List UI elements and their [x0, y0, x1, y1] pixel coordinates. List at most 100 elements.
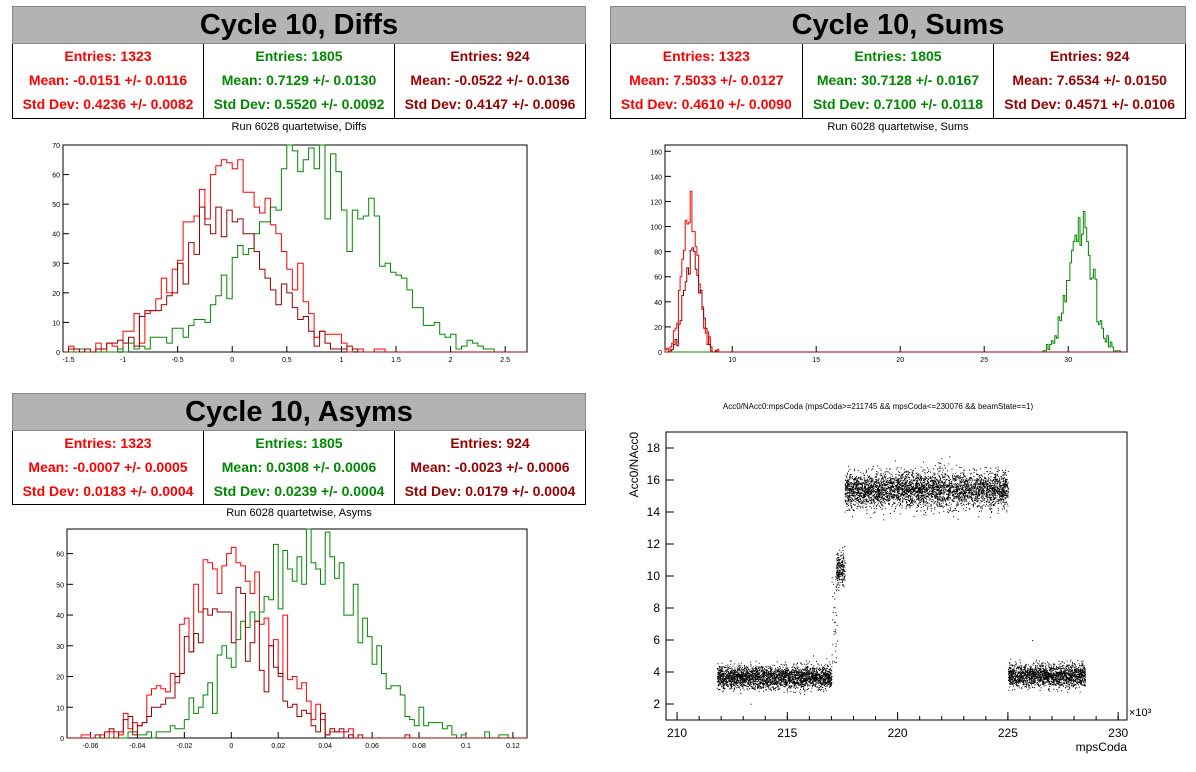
scatter-point	[771, 686, 773, 688]
scatter-point	[814, 679, 816, 681]
scatter-point	[919, 495, 921, 497]
scatter-point	[768, 685, 770, 687]
scatter-point	[722, 666, 724, 668]
scatter-point	[733, 681, 735, 683]
scatter-point	[755, 671, 757, 672]
scatter-point	[763, 677, 765, 679]
scatter-point	[781, 678, 783, 680]
scatter-point	[923, 461, 924, 463]
scatter-point	[765, 666, 767, 668]
scatter-point	[882, 494, 884, 496]
scatter-point	[965, 480, 967, 482]
scatter-point	[731, 684, 733, 686]
scatter-point	[779, 682, 781, 684]
scatter-point	[865, 480, 867, 482]
scatter-point	[879, 484, 881, 486]
scatter-point	[877, 490, 879, 492]
scatter-point	[760, 670, 762, 672]
scatter-point	[782, 666, 784, 668]
scatter-point	[744, 680, 746, 682]
scatter-point	[748, 686, 750, 688]
scatter-point	[980, 481, 982, 483]
scatter-point	[791, 674, 793, 676]
scatter-point	[964, 481, 966, 483]
scatter-point	[770, 684, 772, 686]
scatter-point	[769, 675, 771, 677]
scatter-point	[819, 689, 821, 690]
scatter-point	[899, 483, 901, 485]
scatter-point	[907, 470, 909, 472]
scatter-point	[863, 487, 865, 489]
scatter-point	[743, 670, 745, 672]
scatter-point	[776, 676, 778, 678]
scatter-point	[720, 680, 722, 682]
scatter-point	[933, 468, 935, 470]
scatter-point	[805, 689, 807, 691]
scatter-point	[759, 682, 761, 684]
scatter-point	[739, 677, 741, 679]
scatter-point	[805, 667, 807, 669]
scatter-point	[765, 680, 767, 681]
scatter-point	[757, 679, 759, 681]
scatter-point	[800, 675, 802, 677]
scatter-point	[876, 484, 878, 486]
scatter-point	[770, 682, 772, 684]
scatter-point	[773, 673, 775, 675]
scatter-point	[717, 685, 719, 687]
scatter-point	[752, 668, 754, 670]
scatter-point	[729, 680, 731, 682]
scatter-point	[911, 493, 913, 495]
scatter-point	[718, 677, 720, 678]
scatter-point	[973, 504, 975, 506]
scatter-point	[996, 483, 998, 484]
scatter-point	[952, 486, 954, 488]
scatter-point	[895, 482, 897, 483]
scatter-point	[847, 484, 848, 486]
scatter-point	[842, 575, 844, 577]
scatter-point	[794, 673, 796, 675]
scatter-point	[744, 679, 746, 681]
scatter-point	[785, 685, 787, 687]
scatter-point	[897, 495, 899, 497]
scatter-point	[976, 482, 978, 484]
scatter-point	[866, 481, 867, 483]
scatter-point	[916, 492, 918, 494]
scatter-point	[744, 685, 746, 687]
scatter-point	[764, 668, 765, 670]
scatter-point	[956, 493, 958, 495]
scatter-point	[936, 497, 938, 499]
scatter-point	[734, 681, 736, 683]
scatter-point	[735, 670, 736, 672]
scatter-point	[785, 680, 787, 681]
scatter-point	[738, 663, 740, 665]
scatter-point	[815, 683, 817, 685]
y-tick-label: 0	[56, 350, 60, 357]
scatter-point	[768, 680, 770, 682]
scatter-point	[970, 483, 972, 485]
scatter-point	[811, 684, 813, 686]
scatter-point	[721, 667, 723, 669]
scatter-point	[861, 483, 863, 485]
scatter-point	[795, 668, 796, 670]
scatter-point	[774, 675, 775, 677]
scatter-point	[963, 491, 965, 493]
scatter-point	[981, 483, 982, 485]
scatter-point	[786, 672, 788, 674]
scatter-point	[724, 681, 726, 683]
scatter-point	[883, 502, 885, 504]
scatter-point	[721, 674, 723, 676]
scatter-point	[921, 484, 923, 486]
scatter-point	[795, 664, 797, 666]
scatter-point	[879, 482, 881, 484]
scatter-point	[998, 491, 1000, 492]
y-tick-label: 160	[650, 149, 662, 156]
scatter-point	[913, 501, 915, 503]
scatter-point	[945, 473, 947, 475]
scatter-point	[802, 669, 804, 671]
scatter-point	[743, 668, 745, 670]
scatter-point	[766, 684, 768, 686]
scatter-point	[726, 684, 728, 686]
scatter-point	[961, 505, 963, 507]
scatter-point	[823, 676, 825, 678]
scatter-point	[793, 683, 795, 685]
